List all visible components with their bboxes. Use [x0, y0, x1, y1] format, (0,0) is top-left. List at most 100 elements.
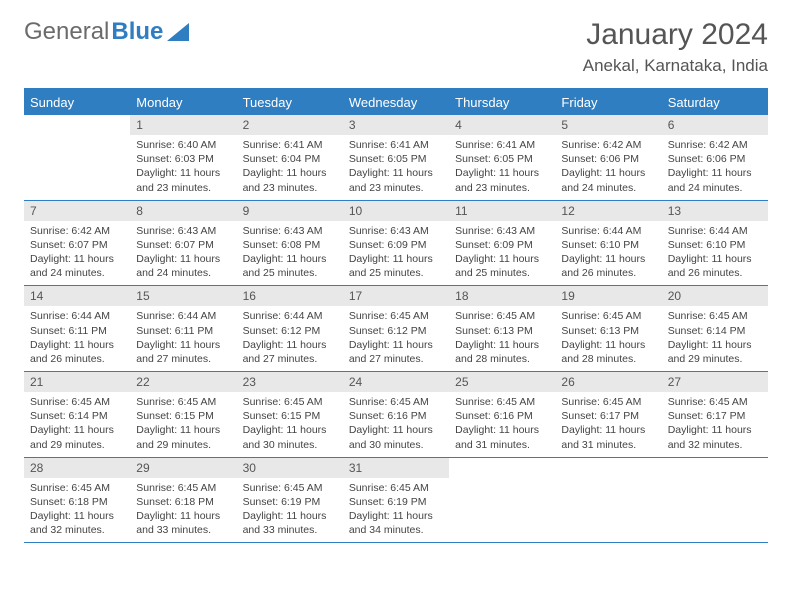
day-cell: 13Sunrise: 6:44 AM Sunset: 6:10 PM Dayli… — [662, 201, 768, 286]
day-cell: 29Sunrise: 6:45 AM Sunset: 6:18 PM Dayli… — [130, 458, 236, 543]
day-cell: 2Sunrise: 6:41 AM Sunset: 6:04 PM Daylig… — [237, 115, 343, 200]
weekday-label: Sunday — [24, 90, 130, 115]
calendar: SundayMondayTuesdayWednesdayThursdayFrid… — [24, 88, 768, 543]
day-cell: 15Sunrise: 6:44 AM Sunset: 6:11 PM Dayli… — [130, 286, 236, 371]
day-cell: 22Sunrise: 6:45 AM Sunset: 6:15 PM Dayli… — [130, 372, 236, 457]
brand-triangle-icon — [167, 23, 189, 41]
week-row: 1Sunrise: 6:40 AM Sunset: 6:03 PM Daylig… — [24, 115, 768, 201]
day-number: 28 — [24, 458, 130, 478]
day-number: 26 — [555, 372, 661, 392]
day-text: Sunrise: 6:45 AM Sunset: 6:19 PM Dayligh… — [343, 478, 449, 543]
day-number: 15 — [130, 286, 236, 306]
day-cell: 27Sunrise: 6:45 AM Sunset: 6:17 PM Dayli… — [662, 372, 768, 457]
day-text: Sunrise: 6:45 AM Sunset: 6:13 PM Dayligh… — [555, 306, 661, 371]
day-cell: 6Sunrise: 6:42 AM Sunset: 6:06 PM Daylig… — [662, 115, 768, 200]
day-text: Sunrise: 6:42 AM Sunset: 6:06 PM Dayligh… — [662, 135, 768, 200]
day-text: Sunrise: 6:43 AM Sunset: 6:09 PM Dayligh… — [449, 221, 555, 286]
day-cell: 7Sunrise: 6:42 AM Sunset: 6:07 PM Daylig… — [24, 201, 130, 286]
day-number: 7 — [24, 201, 130, 221]
day-cell: 20Sunrise: 6:45 AM Sunset: 6:14 PM Dayli… — [662, 286, 768, 371]
day-number: 22 — [130, 372, 236, 392]
day-cell: 5Sunrise: 6:42 AM Sunset: 6:06 PM Daylig… — [555, 115, 661, 200]
day-number: 23 — [237, 372, 343, 392]
location: Anekal, Karnataka, India — [583, 56, 768, 76]
day-cell: 10Sunrise: 6:43 AM Sunset: 6:09 PM Dayli… — [343, 201, 449, 286]
day-number: 2 — [237, 115, 343, 135]
day-number: 14 — [24, 286, 130, 306]
week-row: 21Sunrise: 6:45 AM Sunset: 6:14 PM Dayli… — [24, 372, 768, 458]
day-text: Sunrise: 6:45 AM Sunset: 6:14 PM Dayligh… — [662, 306, 768, 371]
day-text: Sunrise: 6:44 AM Sunset: 6:11 PM Dayligh… — [24, 306, 130, 371]
day-text: Sunrise: 6:41 AM Sunset: 6:05 PM Dayligh… — [449, 135, 555, 200]
day-number: 5 — [555, 115, 661, 135]
day-number: 19 — [555, 286, 661, 306]
day-cell — [662, 458, 768, 543]
day-cell: 8Sunrise: 6:43 AM Sunset: 6:07 PM Daylig… — [130, 201, 236, 286]
day-number: 27 — [662, 372, 768, 392]
day-cell: 18Sunrise: 6:45 AM Sunset: 6:13 PM Dayli… — [449, 286, 555, 371]
weekday-label: Tuesday — [237, 90, 343, 115]
day-number: 16 — [237, 286, 343, 306]
day-number: 29 — [130, 458, 236, 478]
day-text: Sunrise: 6:45 AM Sunset: 6:15 PM Dayligh… — [237, 392, 343, 457]
day-number: 1 — [130, 115, 236, 135]
brand-part2: Blue — [111, 18, 163, 46]
day-number: 11 — [449, 201, 555, 221]
day-text: Sunrise: 6:45 AM Sunset: 6:17 PM Dayligh… — [555, 392, 661, 457]
day-text: Sunrise: 6:44 AM Sunset: 6:10 PM Dayligh… — [555, 221, 661, 286]
day-number: 20 — [662, 286, 768, 306]
brand-part1: General — [24, 18, 109, 46]
day-number: 30 — [237, 458, 343, 478]
day-cell: 11Sunrise: 6:43 AM Sunset: 6:09 PM Dayli… — [449, 201, 555, 286]
day-text: Sunrise: 6:43 AM Sunset: 6:07 PM Dayligh… — [130, 221, 236, 286]
day-number: 18 — [449, 286, 555, 306]
day-cell: 16Sunrise: 6:44 AM Sunset: 6:12 PM Dayli… — [237, 286, 343, 371]
day-text: Sunrise: 6:41 AM Sunset: 6:05 PM Dayligh… — [343, 135, 449, 200]
day-number: 13 — [662, 201, 768, 221]
day-text: Sunrise: 6:45 AM Sunset: 6:16 PM Dayligh… — [343, 392, 449, 457]
day-number: 17 — [343, 286, 449, 306]
day-cell: 30Sunrise: 6:45 AM Sunset: 6:19 PM Dayli… — [237, 458, 343, 543]
day-text: Sunrise: 6:45 AM Sunset: 6:18 PM Dayligh… — [24, 478, 130, 543]
week-row: 7Sunrise: 6:42 AM Sunset: 6:07 PM Daylig… — [24, 201, 768, 287]
day-text: Sunrise: 6:44 AM Sunset: 6:10 PM Dayligh… — [662, 221, 768, 286]
day-text: Sunrise: 6:45 AM Sunset: 6:16 PM Dayligh… — [449, 392, 555, 457]
weekday-label: Monday — [130, 90, 236, 115]
day-number: 3 — [343, 115, 449, 135]
day-number: 21 — [24, 372, 130, 392]
day-cell: 24Sunrise: 6:45 AM Sunset: 6:16 PM Dayli… — [343, 372, 449, 457]
day-text: Sunrise: 6:43 AM Sunset: 6:09 PM Dayligh… — [343, 221, 449, 286]
day-number: 25 — [449, 372, 555, 392]
title-block: January 2024 Anekal, Karnataka, India — [583, 18, 768, 76]
weekday-label: Friday — [555, 90, 661, 115]
day-text: Sunrise: 6:45 AM Sunset: 6:15 PM Dayligh… — [130, 392, 236, 457]
day-number: 24 — [343, 372, 449, 392]
day-cell: 14Sunrise: 6:44 AM Sunset: 6:11 PM Dayli… — [24, 286, 130, 371]
day-cell: 17Sunrise: 6:45 AM Sunset: 6:12 PM Dayli… — [343, 286, 449, 371]
day-cell: 25Sunrise: 6:45 AM Sunset: 6:16 PM Dayli… — [449, 372, 555, 457]
day-text: Sunrise: 6:44 AM Sunset: 6:11 PM Dayligh… — [130, 306, 236, 371]
day-text: Sunrise: 6:40 AM Sunset: 6:03 PM Dayligh… — [130, 135, 236, 200]
day-text: Sunrise: 6:44 AM Sunset: 6:12 PM Dayligh… — [237, 306, 343, 371]
day-cell: 28Sunrise: 6:45 AM Sunset: 6:18 PM Dayli… — [24, 458, 130, 543]
weeks-container: 1Sunrise: 6:40 AM Sunset: 6:03 PM Daylig… — [24, 115, 768, 543]
week-row: 14Sunrise: 6:44 AM Sunset: 6:11 PM Dayli… — [24, 286, 768, 372]
brand-logo: GeneralBlue — [24, 18, 189, 46]
day-text: Sunrise: 6:45 AM Sunset: 6:17 PM Dayligh… — [662, 392, 768, 457]
day-text: Sunrise: 6:42 AM Sunset: 6:06 PM Dayligh… — [555, 135, 661, 200]
day-cell — [555, 458, 661, 543]
weekday-label: Saturday — [662, 90, 768, 115]
day-text: Sunrise: 6:45 AM Sunset: 6:14 PM Dayligh… — [24, 392, 130, 457]
day-text: Sunrise: 6:45 AM Sunset: 6:19 PM Dayligh… — [237, 478, 343, 543]
day-cell: 12Sunrise: 6:44 AM Sunset: 6:10 PM Dayli… — [555, 201, 661, 286]
day-cell: 3Sunrise: 6:41 AM Sunset: 6:05 PM Daylig… — [343, 115, 449, 200]
day-number: 9 — [237, 201, 343, 221]
day-number: 10 — [343, 201, 449, 221]
day-number: 4 — [449, 115, 555, 135]
day-text: Sunrise: 6:45 AM Sunset: 6:13 PM Dayligh… — [449, 306, 555, 371]
weekday-label: Thursday — [449, 90, 555, 115]
week-row: 28Sunrise: 6:45 AM Sunset: 6:18 PM Dayli… — [24, 458, 768, 544]
day-number: 12 — [555, 201, 661, 221]
day-cell: 4Sunrise: 6:41 AM Sunset: 6:05 PM Daylig… — [449, 115, 555, 200]
day-text: Sunrise: 6:41 AM Sunset: 6:04 PM Dayligh… — [237, 135, 343, 200]
